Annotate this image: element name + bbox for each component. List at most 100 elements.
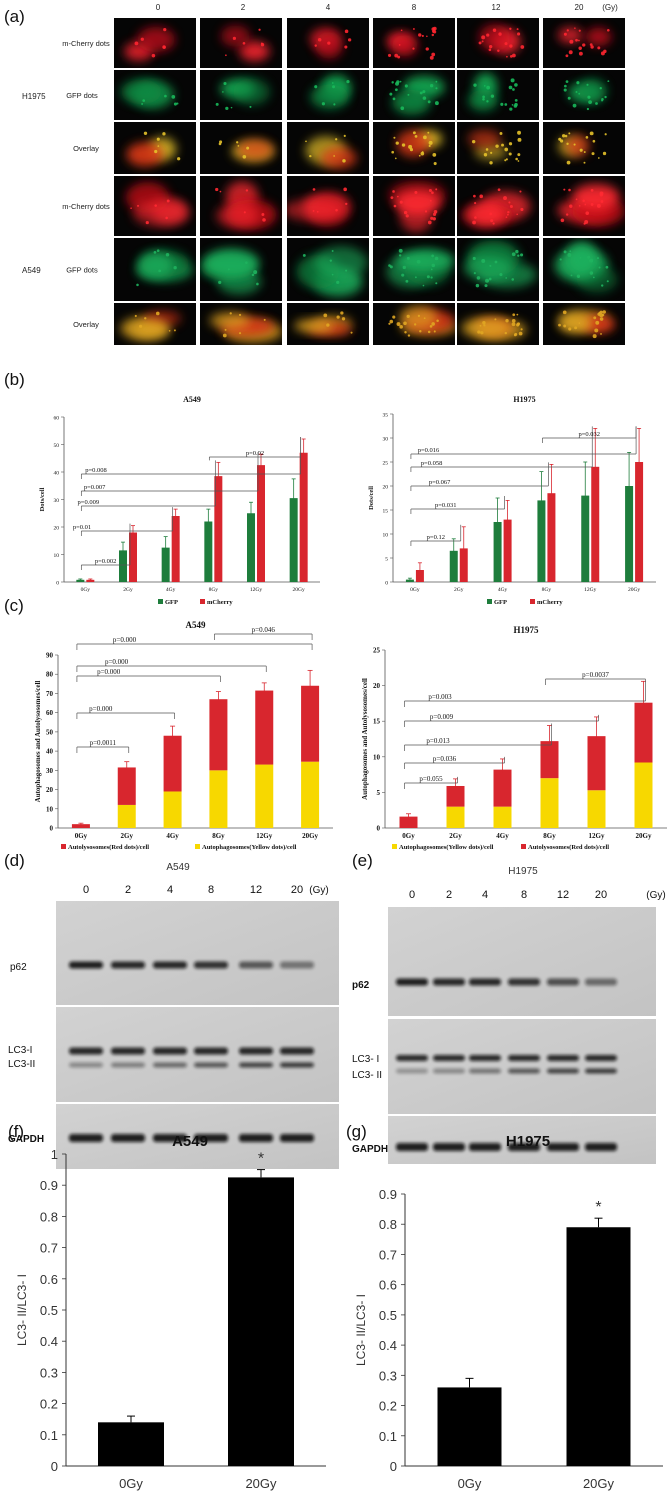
band — [508, 978, 540, 986]
significance-bracket: p=0.067 — [410, 462, 549, 491]
y-tick-label: 0.1 — [40, 1428, 58, 1443]
blot-strip — [388, 907, 656, 1016]
cell-body — [203, 248, 260, 279]
cell-body — [394, 189, 441, 216]
puncta — [566, 142, 569, 146]
puncta — [588, 259, 592, 262]
puncta — [158, 269, 162, 273]
puncta — [511, 53, 516, 58]
bar-autophagosomes — [255, 764, 274, 828]
significance-bracket: p=0.000 — [76, 658, 267, 672]
cell-blobs — [463, 240, 537, 288]
micrograph — [373, 122, 455, 174]
puncta — [517, 32, 521, 36]
puncta — [579, 256, 582, 259]
puncta — [136, 283, 139, 287]
puncta — [403, 321, 407, 326]
panel-label-b: (b) — [4, 370, 25, 389]
puncta — [245, 189, 249, 192]
cell-blobs — [558, 310, 616, 339]
cell-body — [132, 320, 171, 339]
cell-body — [315, 31, 343, 59]
puncta — [173, 266, 177, 270]
chart-title: A549 — [186, 620, 206, 630]
p-value-label: p=0.055 — [419, 775, 443, 783]
puncta — [578, 39, 580, 42]
puncta — [519, 190, 522, 193]
puncta — [600, 333, 602, 335]
puncta — [403, 210, 408, 215]
significance-bracket: p=0.008 — [80, 437, 302, 479]
puncta — [563, 250, 567, 254]
puncta — [490, 219, 494, 223]
legend-label: mCherry — [537, 599, 563, 606]
band — [280, 1062, 314, 1068]
p-value-label: p=0.01 — [73, 524, 91, 531]
puncta — [505, 158, 508, 161]
puncta — [390, 196, 394, 200]
puncta — [481, 40, 484, 43]
puncta — [251, 273, 255, 277]
micrograph — [543, 70, 625, 120]
puncta — [408, 144, 413, 149]
puncta — [327, 41, 331, 45]
band-label: p62 — [352, 980, 370, 991]
puncta — [414, 323, 417, 326]
puncta — [260, 42, 263, 45]
significance-bracket: p=0.031 — [410, 496, 505, 514]
panel-label-c: (c) — [4, 596, 24, 615]
y-tick-label: 0 — [377, 825, 381, 833]
significance-bracket: p=0.009 — [404, 713, 599, 727]
micrograph — [114, 176, 196, 236]
micrograph — [287, 303, 369, 345]
micrograph — [543, 303, 625, 345]
band — [239, 961, 273, 969]
puncta — [582, 199, 585, 203]
category-label: 20Gy — [302, 832, 318, 840]
puncta — [506, 213, 509, 216]
puncta — [490, 94, 495, 98]
cell-body — [399, 305, 438, 329]
legend-label: GFP — [165, 599, 178, 606]
p-value-label: p=0.009 — [78, 499, 100, 506]
puncta — [586, 83, 589, 86]
puncta — [486, 85, 490, 90]
micrograph — [114, 303, 196, 345]
puncta — [409, 148, 414, 152]
cell-blobs — [389, 76, 445, 115]
puncta — [587, 255, 591, 259]
category-label: 20Gy — [245, 1476, 277, 1491]
bar-gfp — [161, 547, 170, 582]
bar-autolysosomes — [493, 769, 512, 807]
puncta — [492, 222, 495, 225]
puncta — [585, 211, 590, 215]
puncta — [343, 187, 347, 192]
cell-body — [461, 317, 512, 339]
y-axis-label: Dots/cell — [39, 487, 46, 511]
puncta — [429, 55, 434, 60]
panel-label-a: (a) — [4, 7, 25, 26]
category-label: 20Gy — [583, 1476, 615, 1491]
puncta — [418, 154, 421, 157]
puncta — [567, 252, 572, 257]
band-label: LC3- II — [352, 1070, 382, 1081]
puncta — [404, 84, 408, 88]
p-value-label: p=0.0037 — [582, 671, 609, 679]
bar-gfp — [493, 522, 502, 582]
puncta — [574, 27, 576, 29]
puncta — [517, 160, 520, 162]
cell-body — [133, 200, 189, 227]
cell-body — [137, 251, 173, 279]
row-label: Overlay — [73, 320, 99, 329]
dose-label: 20 — [575, 3, 584, 12]
puncta — [418, 33, 422, 37]
puncta — [173, 102, 178, 106]
puncta — [350, 331, 353, 334]
puncta — [601, 99, 603, 102]
puncta — [326, 323, 330, 327]
puncta — [243, 211, 246, 214]
significance-bracket: p=0.000 — [76, 705, 175, 719]
puncta — [517, 137, 522, 142]
puncta — [607, 80, 610, 83]
bar-autophagosomes — [209, 770, 228, 828]
